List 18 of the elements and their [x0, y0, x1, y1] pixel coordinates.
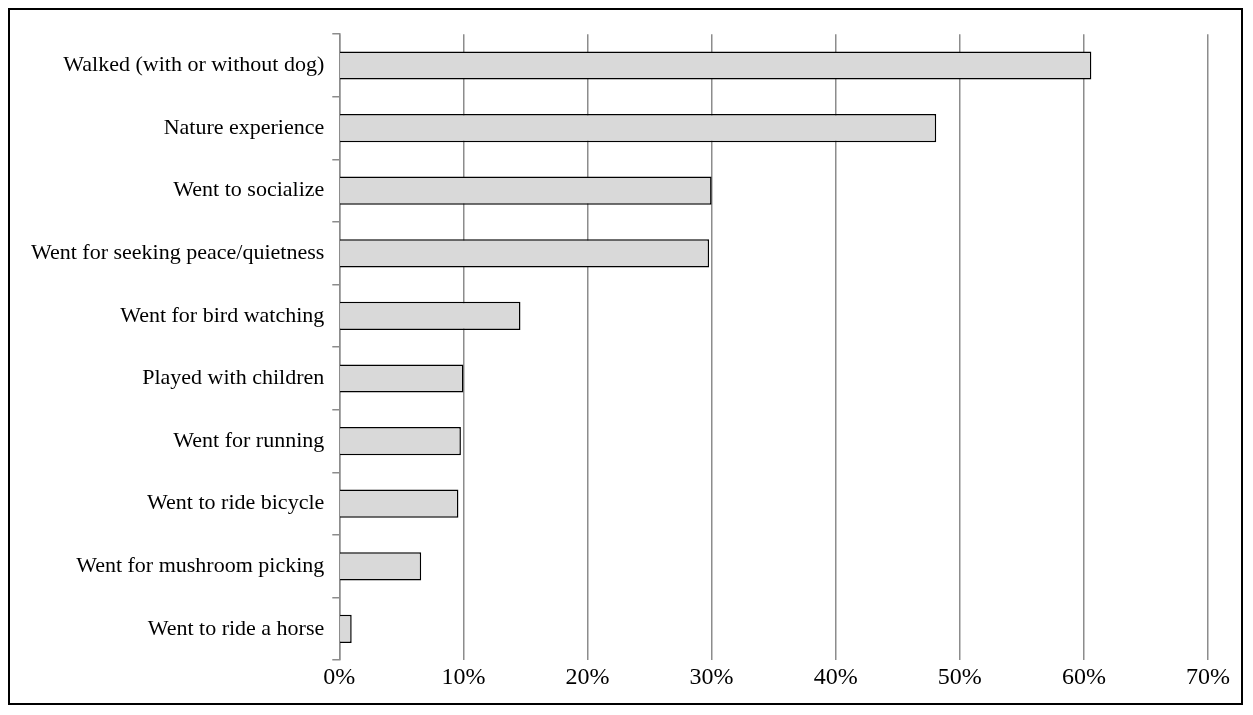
x-tick-label: 0% — [323, 662, 356, 689]
x-tick-label: 30% — [689, 662, 734, 689]
y-tick-label: Went to socialize — [173, 176, 325, 202]
x-tick-label: 60% — [1061, 662, 1106, 689]
y-tick-label: Went for mushroom picking — [76, 552, 325, 578]
y-tick-label: Went to ride bicycle — [147, 489, 325, 515]
y-tick-label: Played with children — [142, 364, 325, 390]
y-tick-label: Went for running — [173, 426, 325, 452]
x-tick-label: 70% — [1186, 662, 1230, 689]
y-tick-label: Walked (with or without dog) — [63, 51, 325, 77]
x-tick-label: 20% — [565, 662, 610, 689]
y-tick-label: Went to ride a horse — [147, 614, 325, 640]
x-tick-label: 40% — [813, 662, 858, 689]
y-tick-label: Went for bird watching — [120, 301, 325, 327]
y-tick-label: Nature experience — [163, 113, 325, 139]
x-tick-label: 10% — [441, 662, 486, 689]
y-tick-label: Went for seeking peace/quietness — [30, 239, 325, 265]
x-tick-label: 50% — [937, 662, 982, 689]
